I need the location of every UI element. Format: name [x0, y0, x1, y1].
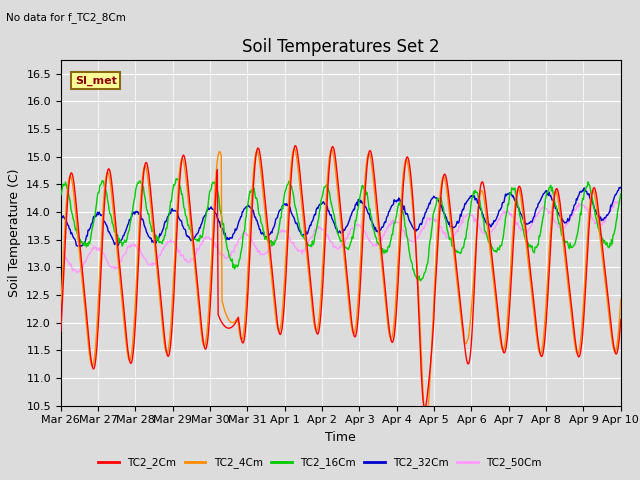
- TC2_4Cm: [67, 174, 75, 180]
- TC2_4Cm: [182, 170, 189, 176]
- TC2_2Cm: [420, 406, 428, 411]
- TC2_32Cm: [617, 185, 625, 191]
- TC2_32Cm: [57, 213, 65, 218]
- Y-axis label: Soil Temperature (C): Soil Temperature (C): [8, 168, 20, 297]
- Line: TC2_16Cm: TC2_16Cm: [61, 179, 621, 281]
- TC2_4Cm: [125, 356, 132, 361]
- TC2_16Cm: [212, 184, 220, 190]
- TC2_32Cm: [426, 201, 434, 207]
- TC2_50Cm: [426, 217, 434, 223]
- Line: TC2_32Cm: TC2_32Cm: [61, 187, 621, 247]
- Legend: TC2_2Cm, TC2_4Cm, TC2_16Cm, TC2_32Cm, TC2_50Cm: TC2_2Cm, TC2_4Cm, TC2_16Cm, TC2_32Cm, TC…: [94, 453, 546, 472]
- TC2_16Cm: [125, 229, 132, 235]
- TC2_2Cm: [427, 359, 435, 364]
- TC2_4Cm: [410, 215, 417, 221]
- TC2_4Cm: [617, 297, 625, 302]
- TC2_2Cm: [57, 329, 65, 335]
- TC2_4Cm: [291, 146, 298, 152]
- TC2_2Cm: [182, 159, 189, 165]
- TC2_50Cm: [67, 261, 75, 267]
- TC2_32Cm: [76, 244, 84, 250]
- TC2_16Cm: [67, 206, 75, 212]
- TC2_50Cm: [125, 244, 133, 250]
- Text: SI_met: SI_met: [75, 75, 116, 86]
- TC2_16Cm: [57, 192, 65, 198]
- TC2_2Cm: [67, 170, 75, 176]
- TC2_4Cm: [422, 420, 430, 425]
- TC2_50Cm: [182, 256, 190, 262]
- TC2_50Cm: [616, 197, 624, 203]
- TC2_16Cm: [617, 191, 625, 196]
- TC2_16Cm: [173, 176, 180, 182]
- TC2_2Cm: [291, 143, 299, 148]
- TC2_4Cm: [211, 187, 219, 192]
- Line: TC2_50Cm: TC2_50Cm: [61, 200, 621, 273]
- TC2_50Cm: [74, 270, 81, 276]
- TC2_2Cm: [410, 207, 417, 213]
- TC2_4Cm: [57, 305, 65, 311]
- TC2_32Cm: [125, 217, 133, 223]
- X-axis label: Time: Time: [325, 431, 356, 444]
- TC2_32Cm: [410, 226, 417, 231]
- TC2_50Cm: [410, 239, 417, 244]
- TC2_16Cm: [410, 267, 417, 273]
- TC2_16Cm: [427, 235, 435, 241]
- TC2_50Cm: [57, 248, 65, 254]
- TC2_4Cm: [427, 362, 435, 368]
- TC2_50Cm: [617, 199, 625, 204]
- TC2_16Cm: [182, 213, 190, 219]
- TC2_2Cm: [125, 352, 132, 358]
- TC2_32Cm: [182, 232, 190, 238]
- TC2_32Cm: [67, 231, 75, 237]
- Line: TC2_4Cm: TC2_4Cm: [61, 149, 621, 422]
- Text: No data for f_TC2_8Cm: No data for f_TC2_8Cm: [6, 12, 126, 23]
- Line: TC2_2Cm: TC2_2Cm: [61, 145, 621, 408]
- TC2_2Cm: [617, 317, 625, 323]
- TC2_16Cm: [415, 278, 422, 284]
- Title: Soil Temperatures Set 2: Soil Temperatures Set 2: [242, 37, 440, 56]
- TC2_32Cm: [212, 211, 220, 216]
- TC2_32Cm: [616, 184, 623, 190]
- TC2_50Cm: [212, 244, 220, 250]
- TC2_2Cm: [211, 206, 219, 212]
